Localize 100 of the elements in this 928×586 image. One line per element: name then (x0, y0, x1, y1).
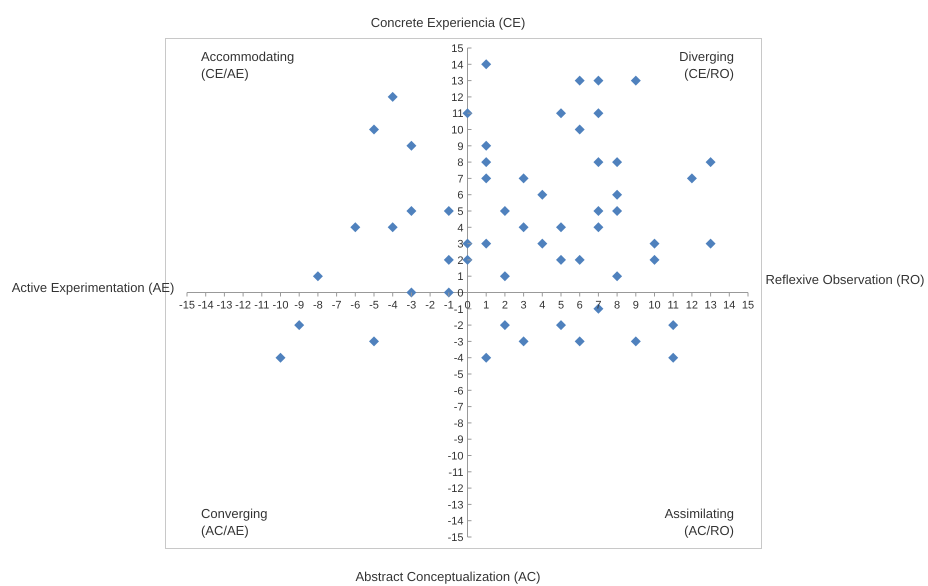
point (556, 320, 566, 330)
x-tick-label: -5 (369, 300, 379, 312)
x-tick-label: -3 (406, 300, 416, 312)
x-tick-label: 14 (723, 300, 736, 312)
point (668, 320, 678, 330)
point (500, 271, 510, 282)
point (444, 206, 454, 216)
x-tick-label: -2 (425, 300, 435, 312)
y-tick-label: -3 (454, 336, 464, 348)
point (630, 76, 641, 86)
point (481, 352, 492, 363)
y-tick-label: 15 (451, 43, 464, 55)
point (500, 206, 510, 216)
y-tick-label: 9 (457, 140, 464, 153)
point (481, 59, 492, 70)
x-tick-label: -9 (294, 300, 304, 312)
annotation: Assimilating (AC/RO) (664, 505, 734, 539)
y-tick-label: -13 (448, 499, 464, 512)
point (593, 222, 604, 232)
y-tick-label: 1 (457, 271, 464, 284)
y-tick-label: 2 (457, 254, 464, 267)
y-tick-label: 11 (452, 108, 464, 120)
point (462, 254, 472, 265)
y-tick-label: -5 (454, 369, 464, 381)
point (462, 238, 472, 249)
y-tick-label: 5 (457, 206, 464, 218)
point (537, 238, 548, 249)
y-tick-label: 7 (457, 173, 464, 186)
y-tick-label: -9 (454, 434, 464, 446)
point (686, 173, 697, 184)
point (518, 222, 529, 232)
point (574, 336, 585, 346)
y-tick-label: 3 (457, 238, 464, 251)
y-tick-label: -2 (454, 320, 464, 332)
point (369, 124, 379, 134)
x-tick-label: -14 (198, 300, 214, 312)
point (406, 206, 416, 216)
y-tick-label: 10 (451, 124, 464, 136)
x-tick-label: 9 (632, 300, 639, 312)
point (388, 222, 398, 232)
y-axis-title: Active Experimentation (AE) (10, 278, 176, 296)
point (593, 76, 604, 86)
y-tick-label: -7 (454, 402, 464, 414)
point (444, 254, 454, 265)
x-tick-label: 10 (648, 300, 661, 312)
point (630, 336, 641, 346)
x-tick-label: 12 (686, 300, 698, 312)
y-tick-label: 12 (451, 92, 464, 104)
point (574, 254, 585, 265)
point (706, 157, 716, 168)
y-tick-label: -8 (454, 418, 464, 430)
y-tick-label: 14 (451, 59, 464, 72)
x-tick-label: 8 (614, 300, 620, 312)
point (481, 140, 492, 151)
point (350, 222, 360, 232)
point (444, 288, 454, 298)
point (612, 190, 622, 200)
x-tick-label: 15 (742, 300, 754, 312)
point (593, 108, 604, 118)
point (593, 157, 604, 168)
point (574, 76, 585, 86)
x-tick-label: -13 (216, 300, 232, 312)
y-tick-label: -15 (448, 532, 464, 544)
annotation: Accommodating (CE/AE) (201, 48, 296, 82)
point (612, 206, 622, 216)
point (312, 271, 323, 282)
x-tick-label: 1 (483, 300, 490, 312)
x-tick-label: -11 (254, 300, 270, 312)
point (518, 336, 529, 346)
x-tick-label: 2 (502, 300, 508, 312)
annotation: Diverging (CE/RO) (678, 48, 734, 82)
point (612, 157, 622, 168)
x-tick-label: 3 (520, 300, 527, 312)
point (462, 108, 472, 118)
x-axis-title: Abstract Conceptualization (AC) (354, 568, 542, 585)
point (481, 157, 492, 168)
y-tick-label: 8 (457, 157, 464, 170)
y2-axis-title: Reflexive Observation (RO) (764, 270, 926, 288)
point (500, 320, 510, 330)
point (556, 254, 566, 265)
x-tick-label: -7 (332, 300, 342, 312)
annotation: Converging (AC/AE) (201, 505, 268, 539)
x-tick-label: -12 (235, 300, 252, 312)
point (668, 352, 678, 363)
point (650, 254, 660, 265)
y-tick-label: -11 (448, 466, 464, 479)
y-tick-label: -14 (448, 516, 464, 528)
point (518, 173, 529, 184)
point (294, 320, 304, 330)
point (593, 206, 604, 216)
point (388, 92, 398, 102)
point (574, 124, 585, 134)
point (369, 336, 379, 346)
y-tick-label: 4 (457, 222, 464, 234)
y-tick-label: -10 (448, 450, 464, 462)
point (481, 238, 492, 249)
point (406, 140, 416, 151)
y-tick-label: -4 (454, 352, 464, 365)
x-tick-label: -6 (350, 300, 360, 312)
x-tick-label: -15 (179, 300, 195, 312)
